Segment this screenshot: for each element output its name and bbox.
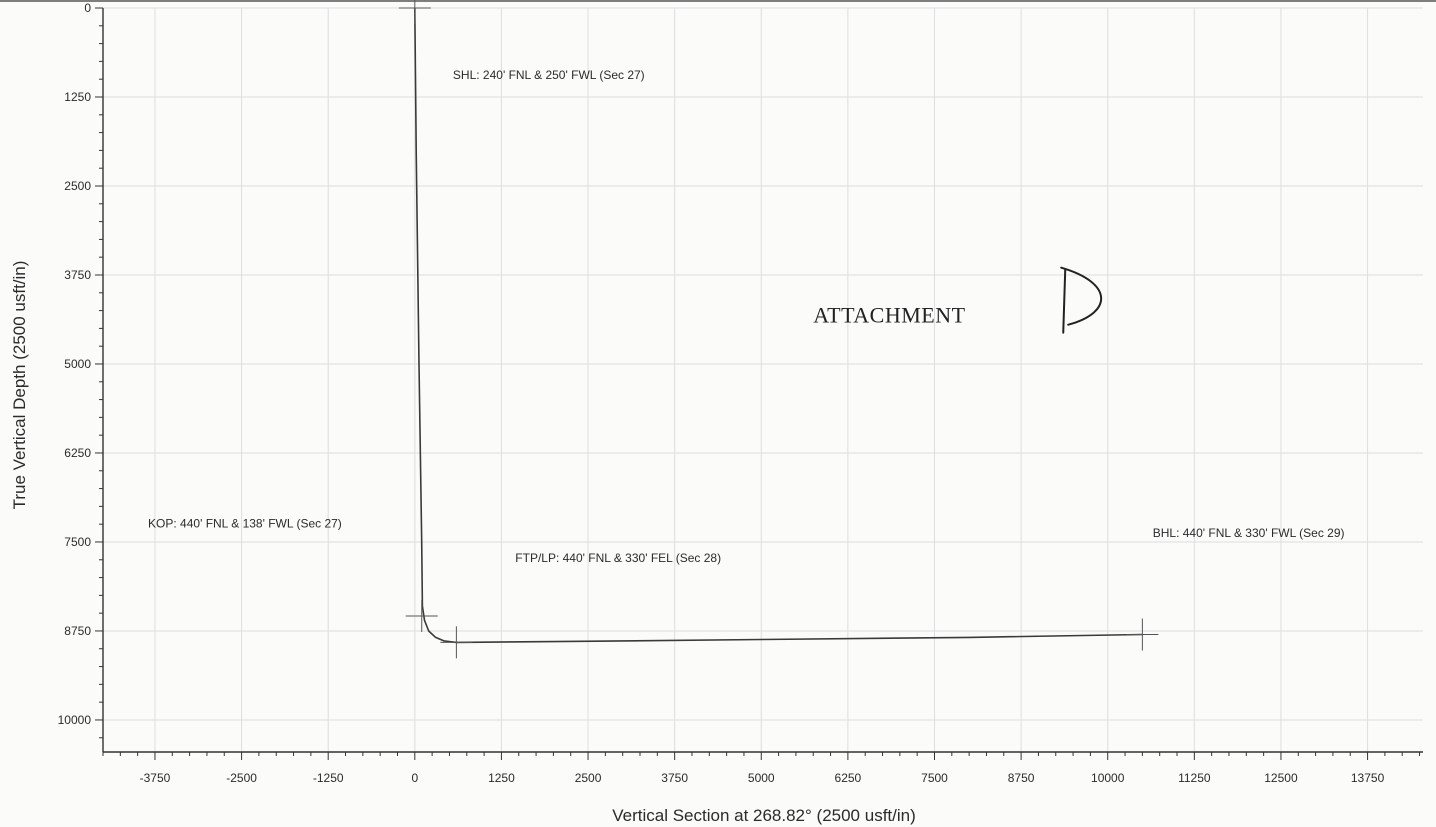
x-tick-label: 7500 [921,771,948,785]
x-tick-label: 5000 [748,771,775,785]
y-tick-label: 5000 [64,357,91,371]
x-tick-label: 12500 [1264,771,1298,785]
x-axis-title: Vertical Section at 268.82° (2500 usft/i… [612,806,916,825]
y-tick-label: 8750 [64,624,91,638]
well-path-line [414,7,1143,644]
series-lines [414,7,1143,644]
x-tick-label: 0 [411,771,418,785]
y-tick-label: 6250 [64,446,91,460]
y-axis-title: True Vertical Depth (2500 usft/in) [10,261,29,510]
y-tick-label: 3750 [64,268,91,282]
x-tick-label: -2500 [226,771,257,785]
x-tick-label: 3750 [661,771,688,785]
annotation-kop: KOP: 440' FNL & 138' FWL (Sec 27) [148,517,342,531]
x-tick-label: 2500 [575,771,602,785]
annotations: SHL: 240' FNL & 250' FWL (Sec 27) KOP: 44… [148,68,1345,565]
x-tick-label: 13750 [1351,771,1385,785]
axes: 0 1250 2500 3750 5000 6250 7500 8750 10000 -3750 -… [58,1,1423,785]
handwritten-letter-d [1060,266,1103,334]
x-tick-label: 11250 [1178,771,1211,785]
grid [103,7,1423,752]
annotation-shl: SHL: 240' FNL & 250' FWL (Sec 27) [453,68,645,82]
x-tick-label: 6250 [835,771,862,785]
station-markers [398,0,1159,659]
x-tick-label: -1250 [313,771,344,785]
y-tick-label: 7500 [64,535,91,549]
y-tick-label: 2500 [64,179,91,193]
y-tick-label: 1250 [64,90,91,104]
x-tick-label: 10000 [1091,771,1125,785]
attachment-stamp: ATTACHMENT [813,266,1103,334]
y-tick-label: 0 [84,1,91,15]
x-tick-label: -3750 [140,771,171,785]
attachment-stamp-text: ATTACHMENT [813,303,965,328]
x-tick-label: 1250 [488,771,515,785]
annotation-ftp: FTP/LP: 440' FNL & 330' FEL (Sec 28) [515,551,721,565]
y-tick-label: 10000 [58,713,92,727]
x-tick-label: 8750 [1008,771,1035,785]
annotation-bhl: BHL: 440' FNL & 330' FWL (Sec 29) [1153,526,1345,540]
